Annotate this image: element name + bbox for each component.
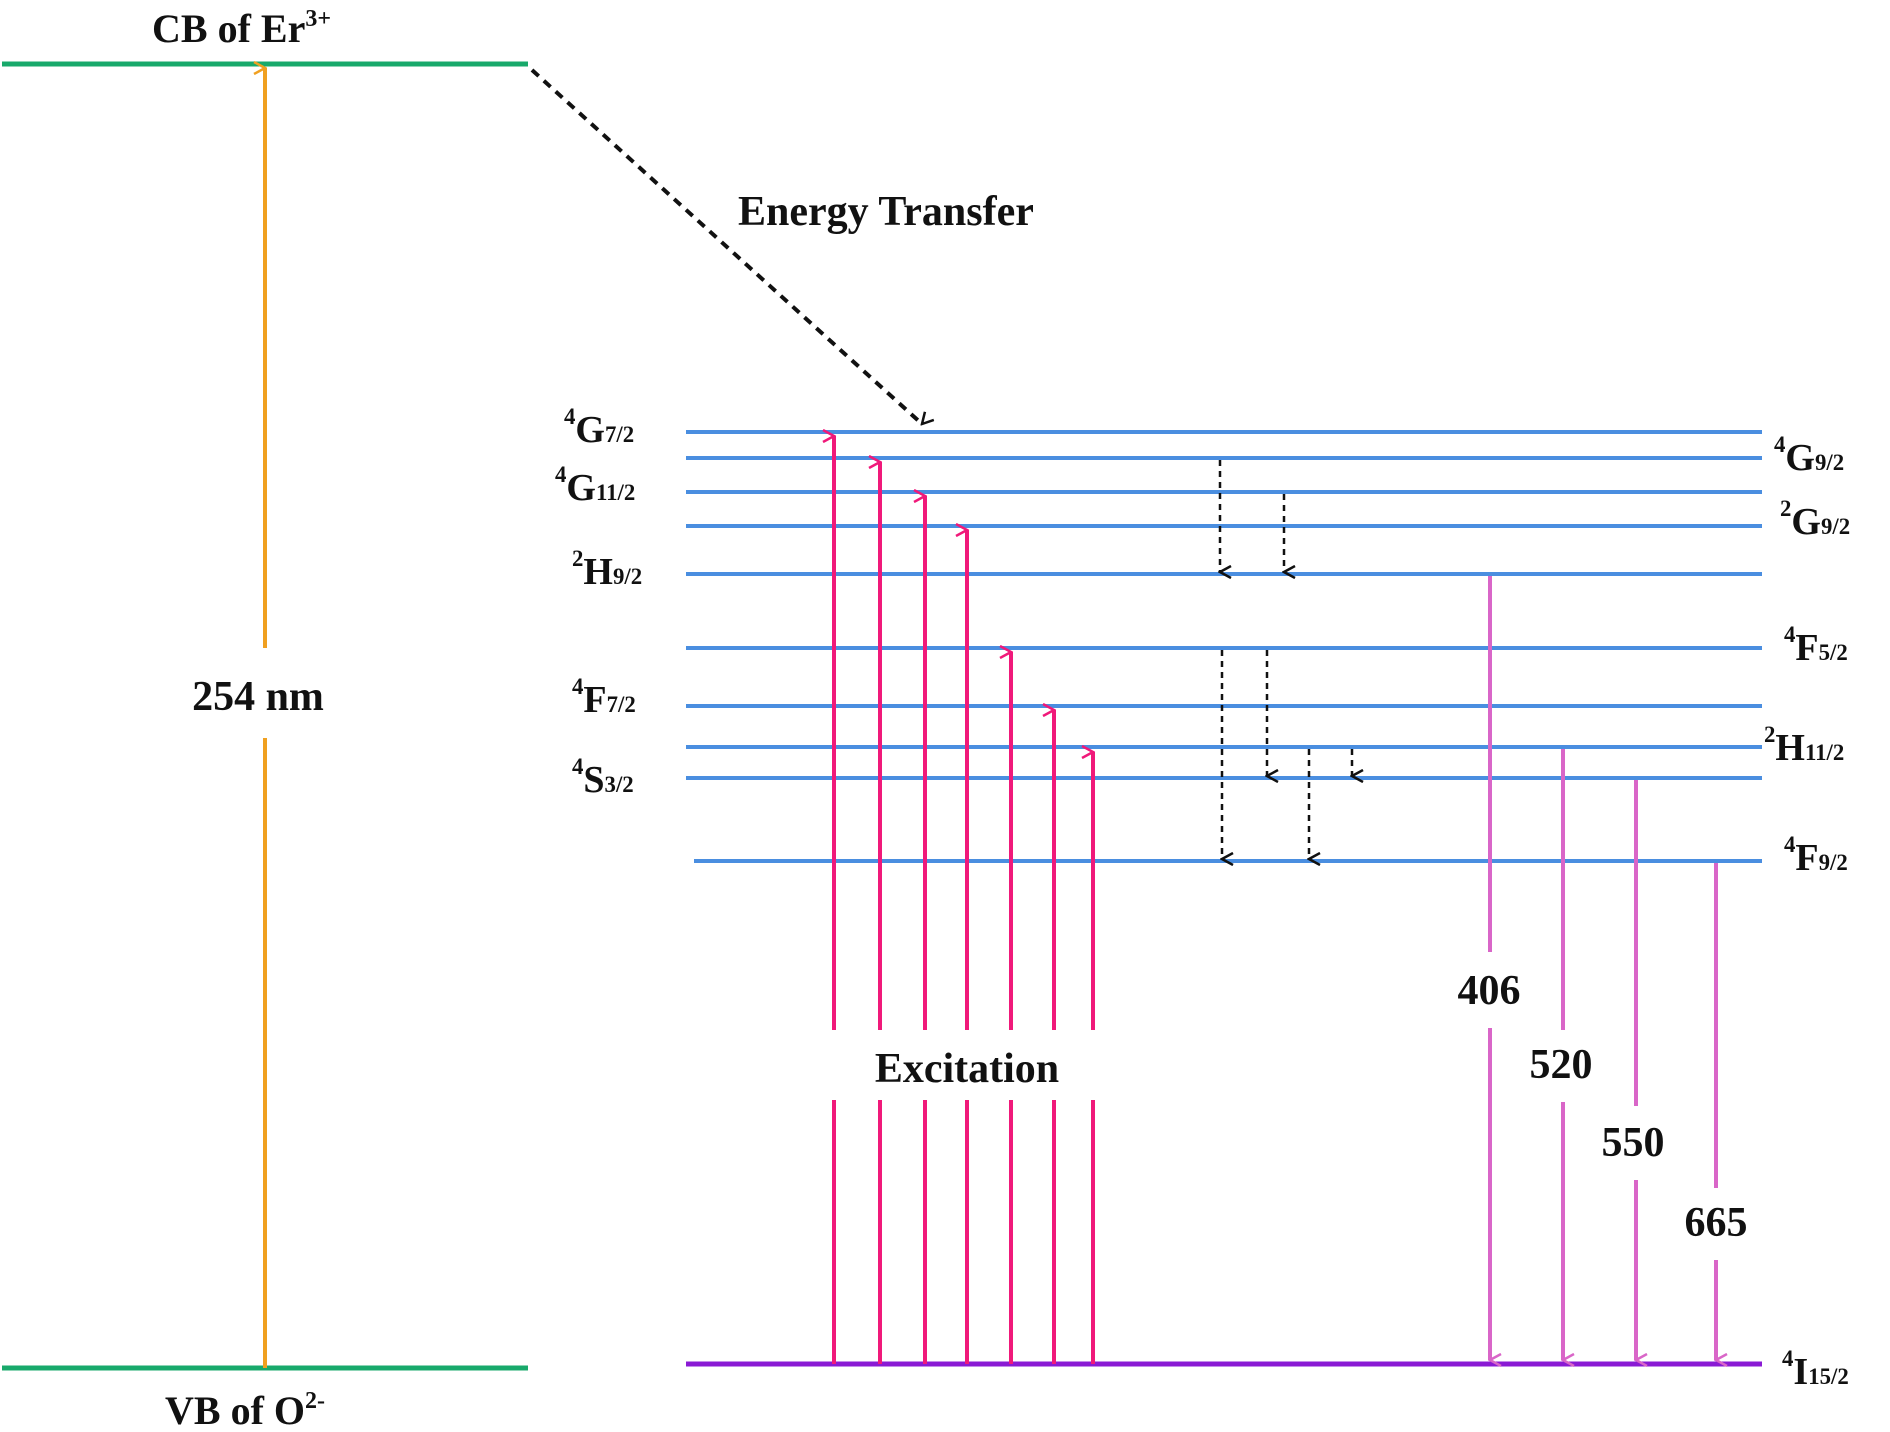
label-4g72: 4G7/2 — [564, 404, 634, 451]
band-excitation-label: 254 nm — [192, 674, 324, 720]
label-4i152: 4I15/2 — [1782, 1346, 1849, 1393]
emission-label-550: 550 — [1602, 1120, 1665, 1166]
emission-label-406: 406 — [1458, 968, 1521, 1014]
relaxation-arrows — [1220, 460, 1352, 859]
label-4g92: 4G9/2 — [1774, 432, 1844, 479]
excitation-label: Excitation — [875, 1046, 1059, 1092]
cb-label: CB of Er3+ — [152, 6, 331, 51]
label-4f52: 4F5/2 — [1784, 622, 1848, 669]
energy-transfer-arrow — [530, 68, 922, 424]
label-2h112: 2H11/2 — [1764, 722, 1844, 769]
emission-arrows — [1488, 576, 1716, 1360]
vb-label: VB of O2- — [165, 1388, 325, 1432]
excitation-arrows-lower — [832, 1100, 1095, 1364]
emission-label-520: 520 — [1530, 1042, 1593, 1088]
emission-label-665: 665 — [1685, 1200, 1748, 1246]
label-2g92: 2G9/2 — [1780, 496, 1850, 543]
label-4s32: 4S3/2 — [572, 754, 634, 801]
label-4g112: 4G11/2 — [555, 462, 635, 509]
label-2h92: 2H9/2 — [572, 546, 642, 593]
label-4f92: 4F9/2 — [1784, 832, 1848, 879]
excitation-arrows-upper — [834, 436, 1095, 1030]
label-4f72: 4F7/2 — [572, 674, 636, 721]
energy-transfer-label: Energy Transfer — [738, 189, 1034, 235]
